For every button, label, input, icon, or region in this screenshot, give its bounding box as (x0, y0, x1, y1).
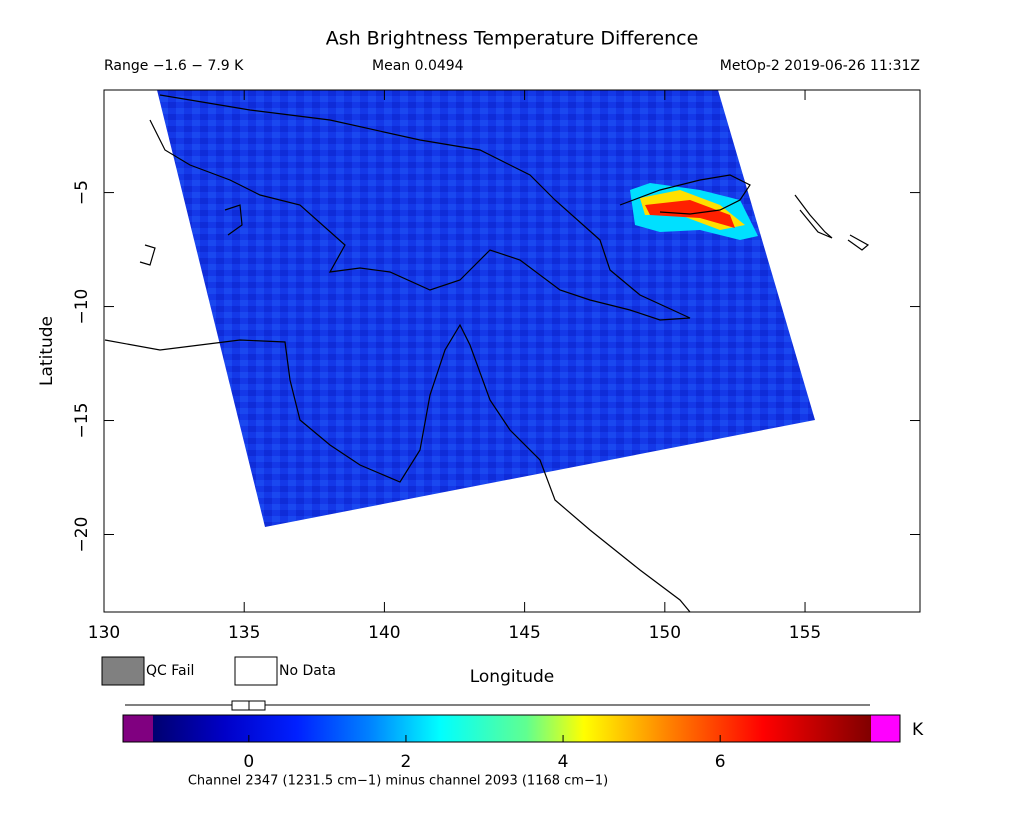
legend-label: No Data (279, 663, 336, 679)
colorbar-tick-label: 2 (401, 752, 412, 772)
map-area (104, 90, 870, 612)
plot-frame (103, 89, 921, 613)
colorbar (153, 715, 871, 742)
legend-swatch (101, 656, 145, 686)
x-tick-label: 145 (508, 623, 540, 643)
x-tick-label: 150 (649, 623, 681, 643)
colorbar-tick-label: 0 (243, 752, 254, 772)
colorbar-caption: Channel 2347 (1231.5 cm−1) minus channel… (188, 774, 608, 789)
x-tick-label: 135 (228, 623, 260, 643)
legend-label: QC Fail (146, 663, 194, 679)
y-tick-label: −20 (72, 517, 92, 553)
colorbar-over (871, 715, 900, 742)
colorbar-unit: K (912, 720, 924, 740)
x-tick-label: 130 (88, 623, 120, 643)
mean-label: Mean 0.0494 (372, 58, 464, 74)
x-tick-label: 155 (789, 623, 821, 643)
range-label: Range −1.6 − 7.9 K (104, 58, 244, 74)
colorbar-under (123, 715, 153, 742)
colorbar-frame (122, 714, 901, 743)
legend: QC Fail No Data (101, 656, 336, 686)
y-axis-label: Latitude (37, 316, 57, 386)
colorbar-tick-label: 4 (558, 752, 569, 772)
coastlines (104, 94, 870, 612)
legend-swatch (234, 656, 278, 686)
x-axis-label: Longitude (470, 667, 555, 687)
swath (157, 90, 815, 527)
y-tick-label: −15 (72, 403, 92, 439)
y-tick-label: −10 (72, 289, 92, 325)
source-label: MetOp-2 2019-06-26 11:31Z (720, 58, 920, 74)
y-tick-label: −5 (72, 180, 92, 205)
x-tick-label: 140 (368, 623, 400, 643)
colorbar-tick-label: 6 (715, 752, 726, 772)
title: Ash Brightness Temperature Difference (326, 28, 699, 50)
